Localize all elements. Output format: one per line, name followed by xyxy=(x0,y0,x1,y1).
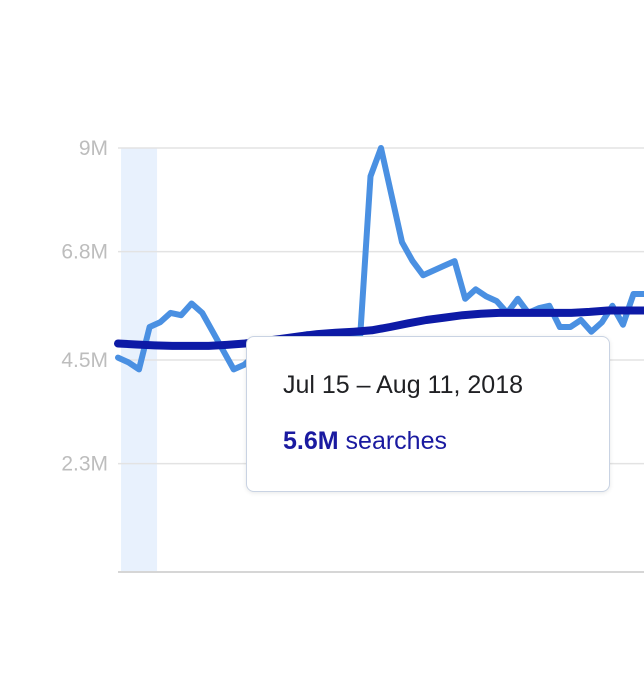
tooltip-value: 5.6M xyxy=(283,427,339,455)
series-line-searches xyxy=(115,145,644,373)
y-tick-label: 6.8M xyxy=(61,241,108,264)
series-lines xyxy=(114,145,644,373)
hover-tooltip: Jul 15 – Aug 11, 2018 5.6M searches xyxy=(246,336,610,492)
y-tick-label: 9M xyxy=(79,137,108,160)
tooltip-search-volume: 5.6M searches xyxy=(283,427,447,456)
tooltip-date-range: Jul 15 – Aug 11, 2018 xyxy=(283,371,524,399)
series-line-trend xyxy=(114,306,644,350)
tooltip-unit: searches xyxy=(345,427,447,455)
y-axis-tick-labels: 9M 6.8M 4.5M 2.3M xyxy=(61,137,108,476)
y-tick-label: 4.5M xyxy=(61,349,108,372)
y-tick-label: 2.3M xyxy=(61,453,108,476)
